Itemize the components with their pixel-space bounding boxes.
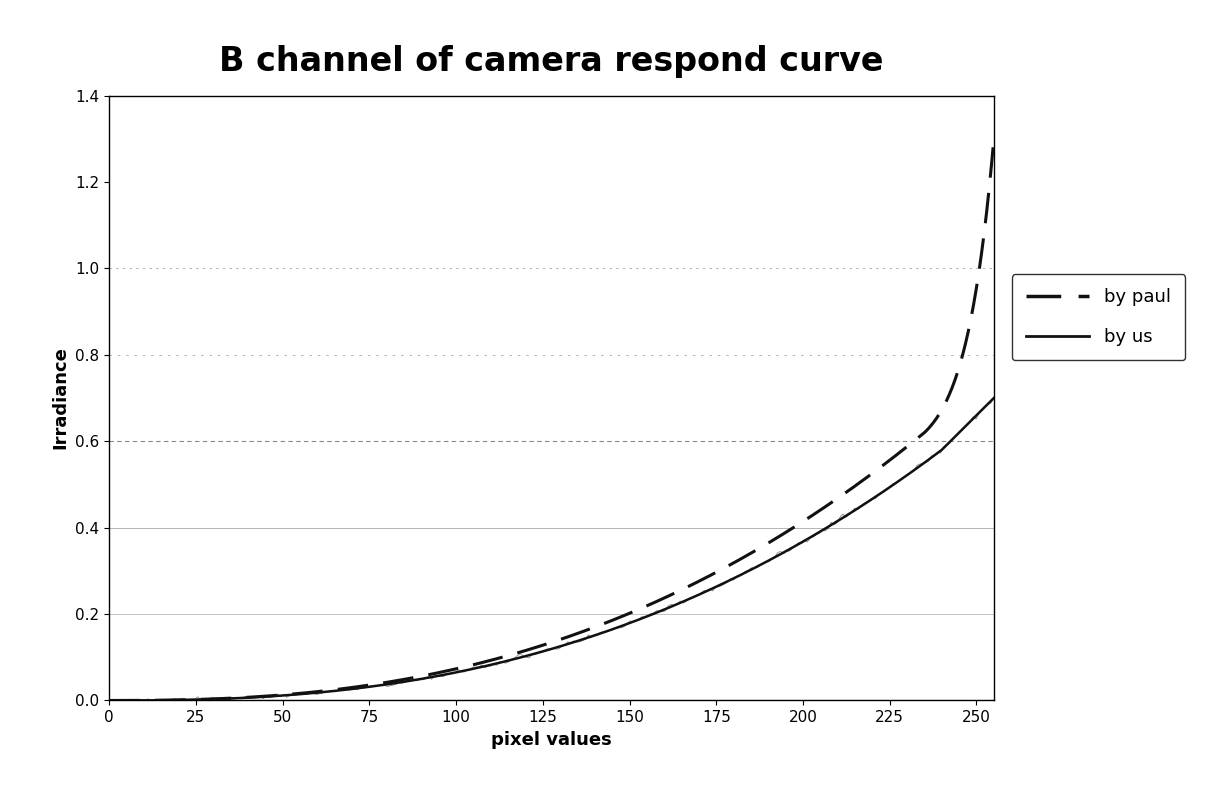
by us — [459, 665, 474, 675]
by us — [791, 539, 806, 548]
by us — [102, 696, 116, 705]
by paul — [459, 661, 474, 671]
by us — [492, 658, 507, 668]
by us — [709, 582, 724, 591]
by paul — [102, 696, 116, 705]
X-axis label: pixel values: pixel values — [491, 731, 612, 749]
by us — [807, 530, 822, 540]
by paul — [193, 695, 207, 704]
by us — [193, 695, 207, 704]
by paul — [492, 654, 507, 663]
by us — [987, 393, 1001, 403]
Line: by paul: by paul — [109, 139, 994, 700]
by paul — [791, 519, 806, 529]
Line: by us: by us — [109, 398, 994, 700]
Y-axis label: Irradiance: Irradiance — [52, 346, 69, 450]
by paul — [709, 568, 724, 577]
by paul — [987, 134, 1001, 143]
Title: B channel of camera respond curve: B channel of camera respond curve — [219, 45, 884, 77]
Legend: by paul, by us: by paul, by us — [1012, 274, 1185, 361]
by paul — [807, 509, 822, 518]
